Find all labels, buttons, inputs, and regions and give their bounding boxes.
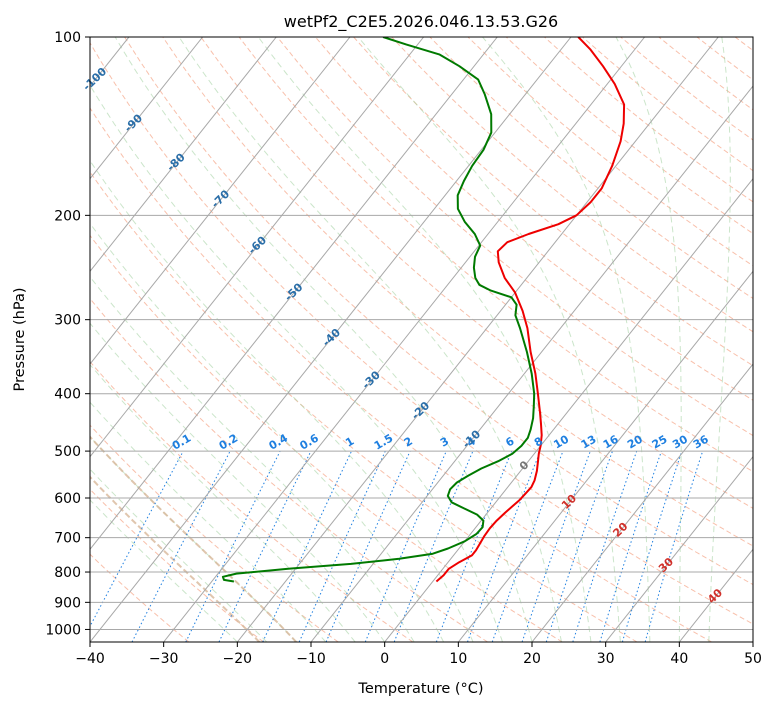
dry-adiabat-line (90, 553, 190, 642)
dry-adiabat-line (90, 488, 264, 642)
x-tick-label: −40 (75, 651, 105, 667)
dendritic-line (90, 435, 298, 642)
isotherm-line (90, 37, 277, 273)
dry-adiabat-line (90, 107, 712, 642)
y-tick-label: 900 (54, 595, 81, 611)
y-tick-label: 200 (54, 208, 81, 224)
isotherm-line (90, 37, 351, 365)
isotherm-lines (90, 37, 753, 642)
dry-adiabat-line (90, 424, 339, 642)
moist-adiabat-line (90, 322, 386, 642)
isotherm-line (605, 455, 753, 642)
moist-adiabat-line (257, 37, 592, 642)
mixing-ratio-line (467, 450, 541, 642)
moist-adiabat-line (482, 37, 651, 642)
dry-adiabat-line (90, 234, 563, 642)
mixing-ratio-line (298, 450, 386, 642)
x-tick-label: 10 (449, 651, 467, 667)
isotherm-line (90, 37, 204, 180)
moist-adiabat-line (114, 37, 533, 642)
moist-adiabat-line (90, 222, 445, 642)
sounding-series (221, 37, 626, 583)
y-tick-label: 500 (54, 444, 81, 460)
dewpoint-profile-line (221, 37, 536, 583)
dry-adiabat-line (90, 41, 753, 625)
moist-adiabat-line (90, 363, 356, 642)
dry-adiabat-line (315, 37, 753, 401)
dry-adiabat-line (429, 37, 753, 300)
y-tick-label: 600 (54, 491, 81, 507)
mixing-ratio-line (90, 450, 184, 628)
x-tick-label: 0 (380, 651, 389, 667)
mixing-ratio-line (435, 450, 513, 642)
mixing-ratio-line (521, 450, 591, 642)
plot-frame (89, 36, 754, 643)
pressure-gridlines (90, 37, 753, 630)
x-tick-label: −10 (296, 651, 326, 667)
y-tick-label: 800 (54, 565, 81, 581)
isotherm-line (90, 37, 425, 458)
isotherm-line (163, 37, 646, 642)
dry-adiabat-line (276, 37, 753, 437)
moist-adiabat-line (178, 37, 562, 642)
mixing-ratio-line (599, 450, 662, 642)
y-tick-label: 700 (54, 531, 81, 547)
moist-adiabat-line (90, 276, 415, 642)
mixing-ratio-line (491, 450, 564, 642)
isotherm-line (90, 37, 572, 642)
moist-adiabat-line (708, 37, 731, 642)
x-axis-label: Temperature (°C) (357, 681, 483, 697)
mixing-ratio-line (572, 450, 638, 642)
dry-adiabat-line (200, 37, 753, 509)
y-tick-label: 300 (54, 313, 81, 329)
mixing-ratio-line (185, 450, 281, 642)
y-tick-label: 400 (54, 387, 81, 403)
isotherm-line (236, 37, 719, 642)
isotherm-line (531, 363, 753, 642)
moist-adiabat-line (90, 84, 503, 642)
moist-adiabat-line (90, 159, 474, 642)
dendritic-zone-lines (90, 435, 298, 642)
dry-adiabat-line (391, 37, 753, 333)
mixing-ratio-line (621, 450, 683, 642)
x-tick-label: −20 (223, 651, 253, 667)
x-tick-label: 50 (744, 651, 762, 667)
axis-ticks: −40 −30 −20 −10 0 10 20 30 40 50 100 200 300 400 500 60… (45, 30, 762, 667)
x-tick-label: 20 (523, 651, 541, 667)
x-tick-label: −30 (149, 651, 179, 667)
y-tick-label: 1000 (45, 622, 81, 638)
isotherm-line (90, 37, 498, 551)
moist-adiabat-line (357, 37, 621, 642)
moist-adiabat-line (615, 37, 682, 642)
y-axis-label: Pressure (hPa) (12, 287, 28, 391)
isotherm-line (457, 270, 753, 642)
dry-adiabat-line (90, 171, 638, 642)
isotherm-line (310, 85, 753, 642)
moist-adiabat-line (90, 499, 238, 642)
x-tick-label: 30 (597, 651, 615, 667)
mixing-ratio-line (545, 450, 613, 642)
mixing-ratio-line (364, 450, 447, 642)
x-tick-label: 40 (670, 651, 688, 667)
y-tick-label: 100 (54, 30, 81, 46)
temperature-profile-line (435, 37, 626, 583)
chart-title: wetPf2_C2E5.2026.046.13.53.G26 (284, 12, 558, 32)
moist-adiabat-line (90, 468, 268, 642)
dry-adiabat-line (90, 297, 488, 642)
